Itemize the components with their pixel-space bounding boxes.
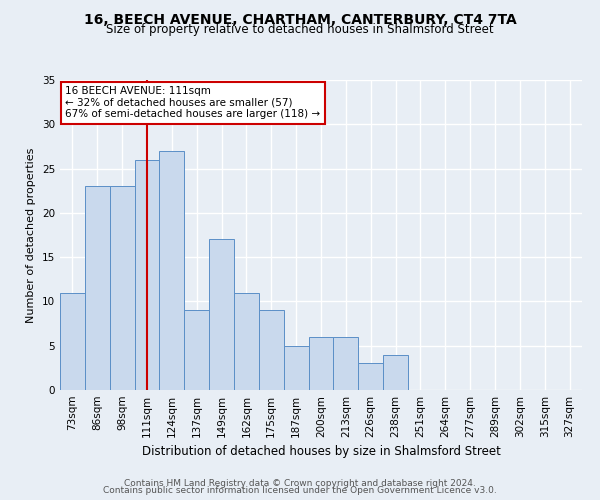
- Bar: [184, 310, 209, 390]
- Bar: [308, 337, 334, 390]
- Bar: [134, 160, 160, 390]
- X-axis label: Distribution of detached houses by size in Shalmsford Street: Distribution of detached houses by size …: [142, 446, 500, 458]
- Bar: [85, 186, 110, 390]
- Bar: [259, 310, 284, 390]
- Bar: [383, 354, 408, 390]
- Bar: [60, 292, 85, 390]
- Y-axis label: Number of detached properties: Number of detached properties: [26, 148, 37, 322]
- Bar: [358, 364, 383, 390]
- Bar: [160, 151, 184, 390]
- Text: Contains public sector information licensed under the Open Government Licence v3: Contains public sector information licen…: [103, 486, 497, 495]
- Bar: [334, 337, 358, 390]
- Bar: [209, 240, 234, 390]
- Text: 16, BEECH AVENUE, CHARTHAM, CANTERBURY, CT4 7TA: 16, BEECH AVENUE, CHARTHAM, CANTERBURY, …: [83, 12, 517, 26]
- Bar: [284, 346, 308, 390]
- Text: Size of property relative to detached houses in Shalmsford Street: Size of property relative to detached ho…: [106, 22, 494, 36]
- Bar: [110, 186, 134, 390]
- Text: Contains HM Land Registry data © Crown copyright and database right 2024.: Contains HM Land Registry data © Crown c…: [124, 478, 476, 488]
- Text: 16 BEECH AVENUE: 111sqm
← 32% of detached houses are smaller (57)
67% of semi-de: 16 BEECH AVENUE: 111sqm ← 32% of detache…: [65, 86, 320, 120]
- Bar: [234, 292, 259, 390]
